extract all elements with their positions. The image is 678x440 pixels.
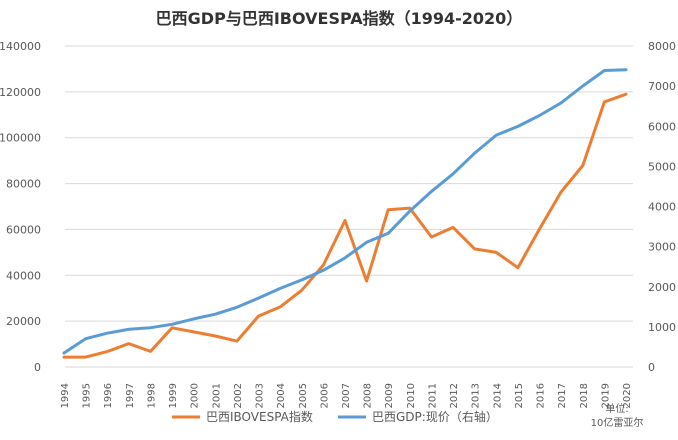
series-line-2 bbox=[62, 68, 628, 355]
x-tick-label: 2011 bbox=[427, 383, 438, 408]
right-axis: 0 1000 2000 3000 4000 5000 6000 7000 8000 bbox=[648, 40, 676, 374]
x-tick-label: 2020 bbox=[622, 383, 633, 408]
gridlines bbox=[65, 45, 633, 368]
x-tick-label: 2013 bbox=[471, 383, 482, 408]
right-tick-label: 3000 bbox=[648, 241, 676, 254]
series-line-1 bbox=[62, 92, 628, 359]
x-tick-label: 2006 bbox=[319, 383, 330, 408]
x-tick-label: 2017 bbox=[557, 383, 568, 408]
x-tick-label: 2016 bbox=[536, 383, 547, 408]
series-lines bbox=[62, 68, 628, 359]
x-tick-label: 1997 bbox=[125, 383, 136, 408]
legend-label: 巴西GDP:现价（右轴） bbox=[372, 409, 498, 424]
x-tick-label: 1996 bbox=[103, 383, 114, 408]
x-tick-label: 2004 bbox=[276, 383, 287, 408]
x-tick-label: 2001 bbox=[211, 383, 222, 408]
unit-label-line2: 10亿雷亚尔 bbox=[591, 416, 644, 429]
x-tick-label: 2018 bbox=[579, 383, 590, 408]
right-tick-label: 8000 bbox=[648, 40, 676, 53]
x-tick-label: 2012 bbox=[449, 383, 460, 408]
right-tick-label: 5000 bbox=[648, 160, 676, 173]
right-tick-label: 4000 bbox=[648, 201, 676, 214]
legend-label: 巴西IBOVESPA指数 bbox=[206, 409, 313, 424]
left-tick-label: 60000 bbox=[6, 223, 41, 236]
x-axis: 1994 1995 1996 1997 1998 1999 2000 2001 2002 2003… bbox=[60, 383, 633, 408]
right-tick-label: 0 bbox=[648, 361, 655, 374]
left-tick-label: 0 bbox=[34, 361, 41, 374]
chart-title: 巴西GDP与巴西IBOVESPA指数（1994-2020） bbox=[156, 9, 523, 28]
right-tick-label: 7000 bbox=[648, 80, 676, 93]
right-tick-label: 6000 bbox=[648, 120, 676, 133]
x-tick-label: 2015 bbox=[514, 383, 525, 408]
x-tick-label: 2019 bbox=[600, 383, 611, 408]
x-tick-label: 2010 bbox=[406, 383, 417, 408]
x-tick-label: 2008 bbox=[363, 383, 374, 408]
x-tick-label: 2007 bbox=[341, 383, 352, 408]
x-tick-label: 2003 bbox=[255, 383, 266, 408]
x-tick-label: 2014 bbox=[492, 383, 503, 408]
left-tick-label: 120000 bbox=[0, 86, 41, 99]
left-axis: 0 20000 40000 60000 80000 100000 120000 140000 bbox=[0, 40, 41, 374]
left-tick-label: 140000 bbox=[0, 40, 41, 53]
left-tick-label: 20000 bbox=[6, 315, 41, 328]
right-tick-label: 1000 bbox=[648, 321, 676, 334]
x-tick-label: 1994 bbox=[60, 383, 71, 408]
left-tick-label: 80000 bbox=[6, 178, 41, 191]
right-tick-label: 2000 bbox=[648, 281, 676, 294]
unit-label-line1: 单位: bbox=[605, 402, 628, 415]
left-tick-label: 40000 bbox=[6, 269, 41, 282]
x-tick-label: 2009 bbox=[384, 383, 395, 408]
x-tick-label: 2002 bbox=[233, 383, 244, 408]
x-tick-label: 1998 bbox=[146, 383, 157, 408]
x-tick-label: 1995 bbox=[82, 383, 93, 408]
legend: 巴西IBOVESPA指数 巴西GDP:现价（右轴） bbox=[172, 409, 498, 424]
x-tick-label: 2000 bbox=[190, 383, 201, 408]
x-tick-label: 2005 bbox=[298, 383, 309, 408]
left-tick-label: 100000 bbox=[0, 132, 41, 145]
x-tick-label: 1999 bbox=[168, 383, 179, 408]
